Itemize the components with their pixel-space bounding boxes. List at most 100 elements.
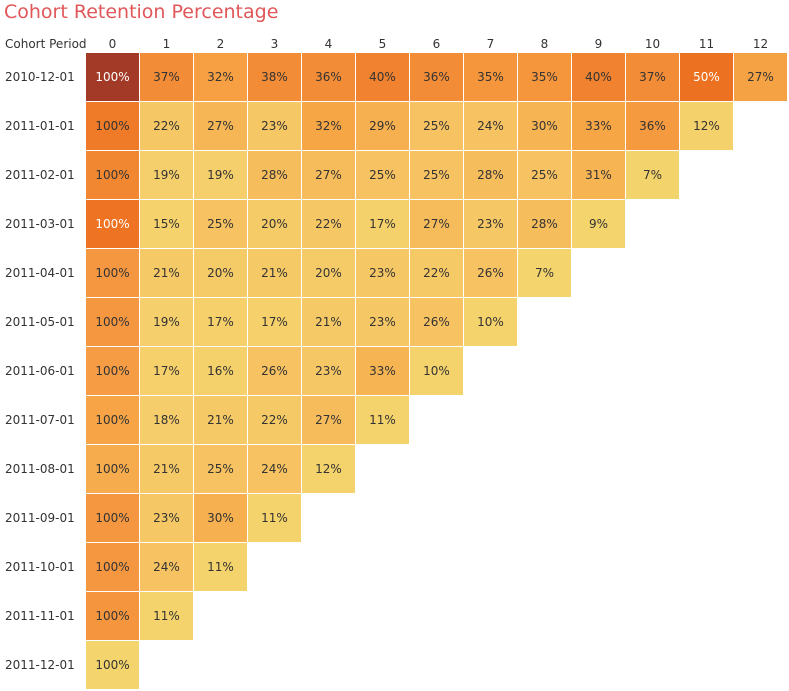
cell-value-label: 21%: [153, 462, 180, 476]
heatmap-cell: [140, 494, 193, 542]
heatmap-cell: [140, 592, 193, 640]
cell-value-label: 10%: [423, 364, 450, 378]
heatmap-cell: [356, 396, 409, 444]
cell-value-label: 19%: [153, 315, 180, 329]
cell-value-label: 23%: [369, 315, 396, 329]
heatmap-cell: [410, 151, 463, 199]
heatmap-cell: [302, 200, 355, 248]
heatmap-cell: [86, 592, 139, 640]
heatmap-cell: [464, 102, 517, 150]
cell-value-label: 12%: [315, 462, 342, 476]
cell-value-label: 100%: [95, 609, 129, 623]
heatmap-cell: [248, 298, 301, 346]
heatmap-cell: [410, 53, 463, 101]
cell-value-label: 27%: [315, 413, 342, 427]
cell-value-label: 40%: [369, 70, 396, 84]
row-label: 2010-12-01: [5, 70, 75, 84]
cell-value-label: 25%: [423, 168, 450, 182]
cell-value-label: 27%: [315, 168, 342, 182]
cell-value-label: 19%: [207, 168, 234, 182]
heatmap-cell: [140, 445, 193, 493]
heatmap-cell: [140, 298, 193, 346]
row-label: 2011-08-01: [5, 462, 75, 476]
heatmap-cell: [518, 53, 571, 101]
cell-value-label: 23%: [477, 217, 504, 231]
cell-value-label: 9%: [589, 217, 608, 231]
cell-value-label: 17%: [207, 315, 234, 329]
cell-value-label: 17%: [153, 364, 180, 378]
cell-value-label: 25%: [423, 119, 450, 133]
heatmap-cell: [248, 445, 301, 493]
cell-value-label: 17%: [369, 217, 396, 231]
heatmap-cell: [86, 200, 139, 248]
heatmap-cell: [194, 445, 247, 493]
cell-value-label: 50%: [693, 70, 720, 84]
heatmap-cell: [734, 53, 787, 101]
cell-value-label: 24%: [261, 462, 288, 476]
heatmap-cell: [194, 249, 247, 297]
cell-value-label: 18%: [153, 413, 180, 427]
cell-value-label: 28%: [261, 168, 288, 182]
cell-value-label: 24%: [153, 560, 180, 574]
column-headers: Cohort Period 0 1 2 3 4 5 6 7 8 9 10 11 12: [5, 37, 768, 51]
cell-value-label: 36%: [423, 70, 450, 84]
row-label: 2011-11-01: [5, 609, 75, 623]
row-label: 2011-04-01: [5, 266, 75, 280]
heatmap-cell: [194, 347, 247, 395]
column-header: 0: [109, 37, 117, 51]
heatmap-cell: [356, 53, 409, 101]
cell-value-label: 22%: [315, 217, 342, 231]
cell-value-label: 27%: [207, 119, 234, 133]
heatmap-cell: [464, 200, 517, 248]
cell-value-label: 17%: [261, 315, 288, 329]
heatmap-cell: [626, 102, 679, 150]
heatmap-cell: [302, 298, 355, 346]
cell-value-label: 20%: [207, 266, 234, 280]
cell-value-label: 100%: [95, 364, 129, 378]
cell-value-label: 23%: [261, 119, 288, 133]
heatmap-cell: [356, 200, 409, 248]
cell-value-label: 38%: [261, 70, 288, 84]
heatmap-cell: [86, 641, 139, 689]
cell-value-label: 37%: [639, 70, 666, 84]
cell-value-label: 25%: [531, 168, 558, 182]
heatmap-cell: [140, 396, 193, 444]
cell-value-label: 7%: [535, 266, 554, 280]
row-label: 2011-02-01: [5, 168, 75, 182]
column-header: 10: [645, 37, 660, 51]
cell-value-label: 29%: [369, 119, 396, 133]
row-label: 2011-06-01: [5, 364, 75, 378]
heatmap-cell: [140, 200, 193, 248]
heatmap-cell: [86, 396, 139, 444]
heatmap-cell: [140, 53, 193, 101]
cell-value-label: 28%: [531, 217, 558, 231]
heatmap-cell: [302, 53, 355, 101]
heatmap-cell: [248, 200, 301, 248]
heatmap-cell: [194, 102, 247, 150]
heatmap-cell: [680, 102, 733, 150]
heatmap-cell: [86, 445, 139, 493]
column-header-label: Cohort Period: [5, 37, 87, 51]
cell-value-label: 20%: [261, 217, 288, 231]
heatmap-cell: [464, 53, 517, 101]
heatmap-cell: [410, 298, 463, 346]
cell-value-label: 100%: [95, 315, 129, 329]
cell-value-label: 31%: [585, 168, 612, 182]
cell-value-label: 11%: [261, 511, 288, 525]
heatmap-cell: [302, 102, 355, 150]
heatmap-cell: [248, 151, 301, 199]
row-label: 2011-05-01: [5, 315, 75, 329]
heatmap-cells: 100% 37% 32% 38% 36% 40% 36% 35% 35% 40% 37% 50% 27%…: [86, 53, 787, 689]
cell-value-label: 15%: [153, 217, 180, 231]
cell-value-label: 21%: [261, 266, 288, 280]
cell-value-label: 30%: [531, 119, 558, 133]
heatmap-cell: [302, 249, 355, 297]
cell-value-label: 23%: [369, 266, 396, 280]
cell-value-label: 22%: [153, 119, 180, 133]
heatmap-cell: [302, 445, 355, 493]
cell-value-label: 12%: [693, 119, 720, 133]
cell-value-label: 35%: [477, 70, 504, 84]
column-header: 5: [379, 37, 387, 51]
heatmap-cell: [626, 53, 679, 101]
cell-value-label: 25%: [207, 462, 234, 476]
